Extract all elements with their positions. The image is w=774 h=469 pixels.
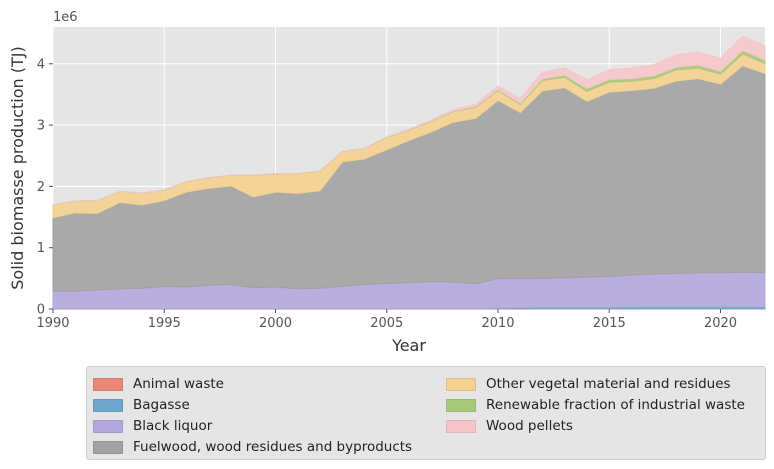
y-tick-label: 0 <box>37 303 45 318</box>
x-tick-label: 2005 <box>370 316 403 331</box>
axes: 1990 1995 2000 2005 2010 2015 2020 0 1 2 3 4 <box>36 57 737 331</box>
legend-item-animal-waste: Animal waste <box>93 374 224 394</box>
area-wood-pellets <box>52 35 766 206</box>
legend-swatch <box>93 377 123 391</box>
legend-label: Renewable fraction of industrial waste <box>486 397 745 413</box>
legend-item-fuelwood-wood-residues-and-byproducts: Fuelwood, wood residues and byproducts <box>93 437 412 457</box>
legend-swatch <box>446 419 476 433</box>
x-tick-label: 2015 <box>593 316 626 331</box>
legend-item-renewable-fraction-of-industrial-waste: Renewable fraction of industrial waste <box>446 395 745 415</box>
legend-label: Animal waste <box>133 376 224 392</box>
legend-item-black-liquor: Black liquor <box>93 416 212 436</box>
legend-item-wood-pellets: Wood pellets <box>446 416 573 436</box>
stacked-areas <box>52 35 766 310</box>
y-axis-label: Solid biomasse production (TJ) <box>8 46 27 289</box>
legend-label: Fuelwood, wood residues and byproducts <box>133 439 413 455</box>
legend-swatch <box>93 440 123 454</box>
y-tick-label: 1 <box>37 241 45 256</box>
legend-swatch <box>446 377 476 391</box>
x-tick-label: 1995 <box>148 316 181 331</box>
y-tick-label: 3 <box>37 119 45 134</box>
x-tick-label: 2000 <box>259 316 292 331</box>
legend-label: Black liquor <box>133 418 213 434</box>
y-tick-label: 2 <box>37 180 45 195</box>
legend-label: Wood pellets <box>486 418 573 434</box>
legend-swatch <box>93 398 123 412</box>
y-offset-text: 1e6 <box>53 10 78 25</box>
legend-swatch <box>446 398 476 412</box>
x-tick-label: 1990 <box>36 316 69 331</box>
legend-item-other-vegetal-material-and-residues: Other vegetal material and residues <box>446 374 731 394</box>
x-tick-label: 2010 <box>481 316 514 331</box>
legend: Animal waste Bagasse Black liquor Fuelwood,… <box>86 366 766 460</box>
legend-swatch <box>93 419 123 433</box>
legend-label: Bagasse <box>133 397 190 413</box>
x-axis-label: Year <box>391 336 426 355</box>
legend-item-bagasse: Bagasse <box>93 395 190 415</box>
x-tick-label: 2020 <box>704 316 737 331</box>
legend-label: Other vegetal material and residues <box>486 376 731 392</box>
y-tick-label: 4 <box>37 57 45 72</box>
